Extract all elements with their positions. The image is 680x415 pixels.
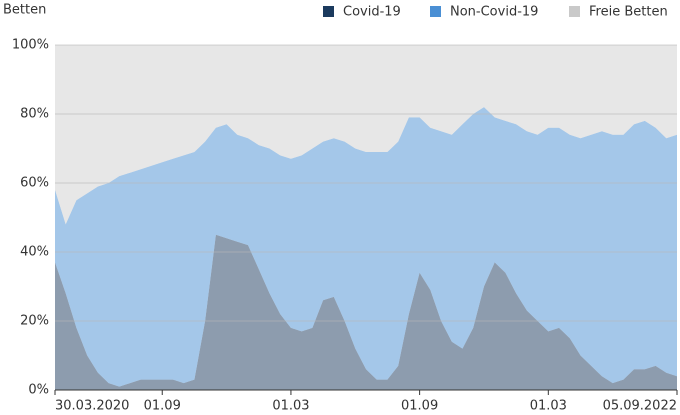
x-tick-label: 01.09: [401, 399, 438, 414]
y-axis-label: Betten: [3, 3, 46, 18]
y-tick-label: 80%: [20, 107, 49, 122]
y-tick-label: 40%: [20, 245, 49, 260]
y-tick-label: 60%: [20, 176, 49, 191]
area: [55, 234, 677, 390]
x-tick-label: 30.03.2020: [55, 399, 129, 414]
legend-label: Freie Betten: [589, 5, 668, 20]
x-tick-label: 01.09: [144, 399, 181, 414]
x-tick-label: 01.03: [530, 399, 567, 414]
x-tick-label: 05.09.2022: [603, 399, 677, 414]
y-tick-label: 20%: [20, 314, 49, 329]
y-tick-label: 0%: [28, 383, 49, 398]
legend-swatch: [430, 6, 441, 17]
area: [55, 107, 677, 387]
legend-swatch: [323, 6, 334, 17]
y-tick-label: 100%: [12, 38, 49, 53]
x-tick-label: 01.03: [272, 399, 309, 414]
legend-swatch: [569, 6, 580, 17]
legend-label: Covid-19: [343, 5, 401, 20]
area: [55, 45, 677, 225]
legend-label: Non-Covid-19: [450, 5, 538, 20]
